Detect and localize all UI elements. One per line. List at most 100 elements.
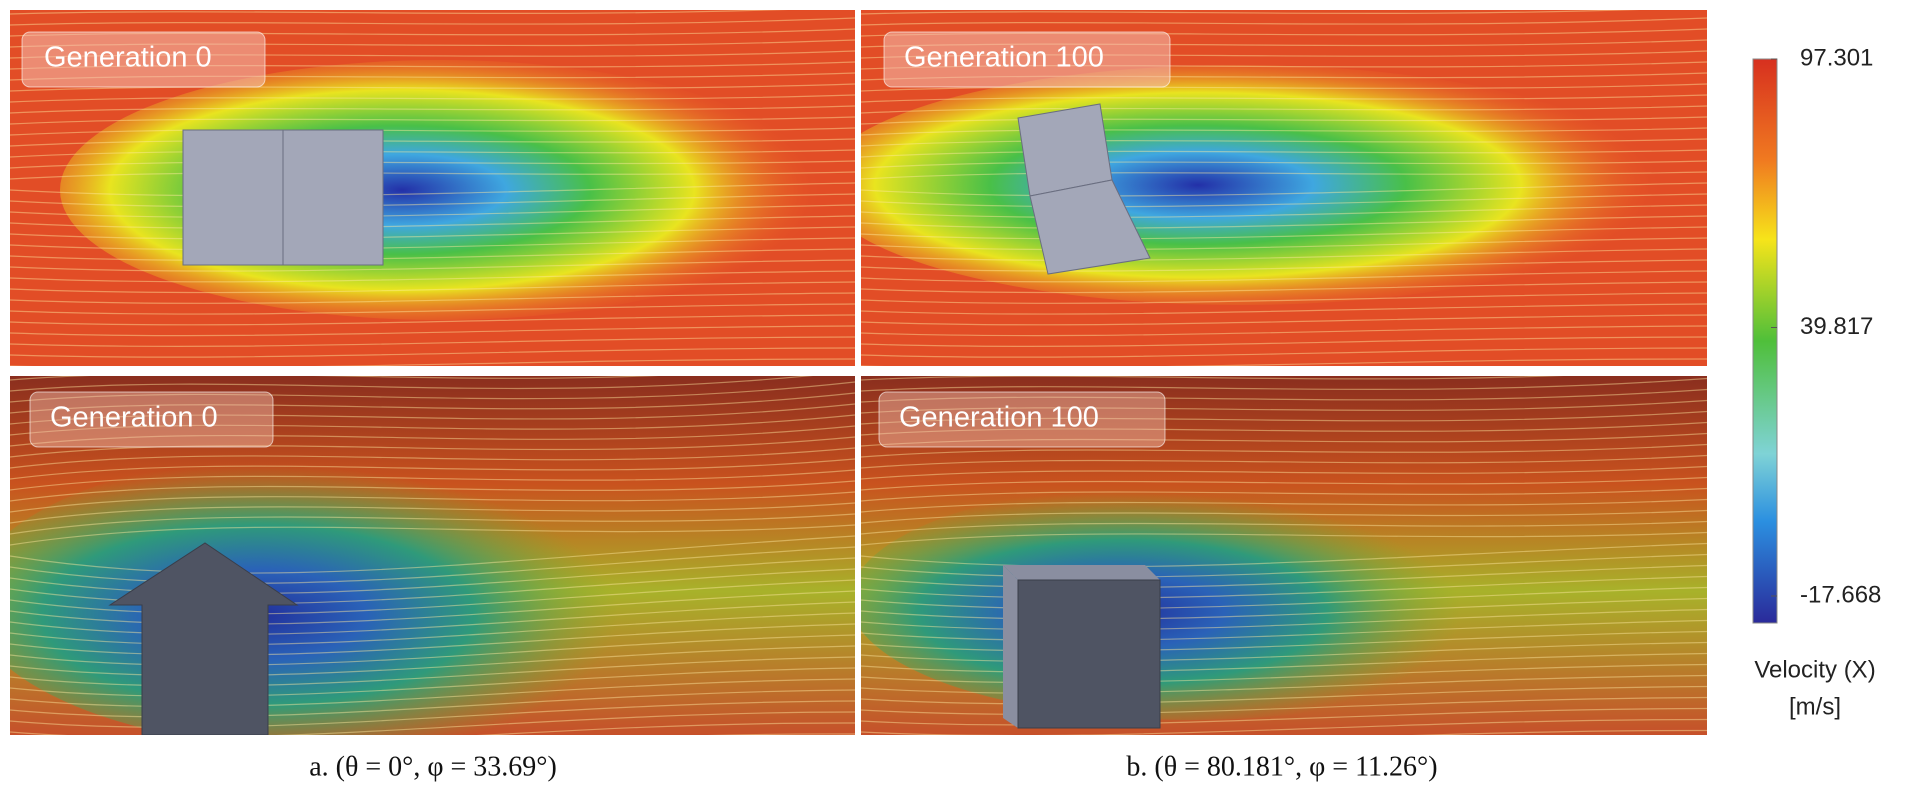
streamline [10, 10, 789, 15]
streamline [10, 612, 855, 646]
streamline [861, 696, 1707, 715]
streamline [861, 498, 1707, 513]
streamline [861, 226, 1707, 240]
streamline [861, 465, 1707, 480]
streamline [10, 281, 855, 294]
streamline [10, 656, 855, 687]
streamline [861, 586, 1707, 610]
streamline [476, 722, 855, 735]
streamline [861, 509, 1707, 524]
streamline [861, 248, 1707, 261]
streamline [10, 94, 855, 103]
streamline [10, 513, 855, 535]
streamline [10, 193, 855, 208]
streamline [10, 248, 855, 261]
streamline [861, 718, 1707, 735]
streamline [861, 325, 1707, 337]
streamline [861, 564, 1707, 589]
streamline [10, 381, 855, 403]
streamline [10, 347, 855, 358]
streamline [861, 171, 1707, 180]
streamline [861, 182, 1707, 197]
streamline [10, 204, 855, 218]
colorbar-ticks: 97.301 39.817 -17.668 [1771, 44, 1881, 608]
streamline [10, 546, 855, 584]
streamline [10, 645, 855, 677]
streamline [10, 237, 855, 251]
streamline [861, 0, 1707, 3]
streamline [10, 678, 855, 708]
streamline [861, 597, 1707, 620]
label-text: Generation 0 [44, 42, 212, 74]
colorbar-title: Velocity (X) [1754, 656, 1875, 683]
streamline [10, 700, 855, 728]
streamline [10, 590, 855, 625]
streamline [861, 476, 1707, 491]
streamline [861, 347, 1707, 358]
streamline [10, 502, 855, 524]
streamline [861, 487, 1707, 502]
streamline [861, 193, 1707, 208]
colorbar [1752, 58, 1778, 624]
streamline [861, 10, 1641, 15]
streamline [10, 447, 855, 469]
tick-label: -17.668 [1800, 581, 1881, 608]
streamline [861, 630, 1707, 652]
streamline [10, 376, 660, 381]
streamline [10, 303, 855, 315]
streamline [861, 270, 1707, 283]
streamline [10, 270, 855, 283]
streamline [861, 215, 1707, 229]
streamline [861, 83, 1707, 92]
caption: a. (θ = 0°, φ = 33.69°) [309, 751, 557, 782]
streamline [861, 707, 1707, 726]
streamline [10, 634, 855, 666]
streamline [10, 325, 855, 337]
streamline [10, 535, 855, 574]
streamline [10, 336, 855, 347]
streamline [861, 358, 1707, 366]
streamline [10, 83, 855, 92]
streamline [861, 292, 1707, 304]
streamline [10, 314, 855, 326]
streamline [861, 116, 1707, 125]
streamline [861, 376, 1564, 381]
streamline [861, 281, 1707, 294]
panel [10, 376, 855, 735]
streamline [10, 480, 855, 502]
label-text: Generation 100 [899, 402, 1099, 434]
streamline [10, 667, 855, 697]
panel [10, 10, 855, 366]
panel [861, 376, 1707, 735]
streamline [861, 641, 1707, 663]
streamline [10, 376, 813, 392]
streamline [10, 403, 855, 425]
streamline [10, 601, 855, 636]
streamline [10, 127, 855, 136]
streamline [1410, 729, 1707, 735]
streamline [10, 17, 855, 26]
streamline [861, 542, 1707, 568]
panel [861, 0, 1707, 366]
streamline [10, 491, 855, 513]
streamline [861, 520, 1707, 535]
streamline [10, 149, 855, 158]
streamline [10, 392, 855, 414]
streamline [10, 171, 855, 180]
streamline [861, 314, 1707, 326]
streamline [861, 454, 1707, 469]
streamline [861, 443, 1707, 458]
streamline [861, 674, 1707, 694]
tick-label: 97.301 [1800, 44, 1873, 71]
caption: b. (θ = 80.181°, φ = 11.26°) [1126, 751, 1437, 782]
streamline [10, 689, 855, 718]
streamline [861, 127, 1707, 136]
streamline [861, 663, 1707, 684]
streamline [10, 138, 855, 147]
streamline [10, 182, 855, 197]
streamline [861, 575, 1707, 599]
streamline [861, 237, 1707, 251]
streamline [10, 711, 855, 735]
streamline [861, 388, 1707, 403]
